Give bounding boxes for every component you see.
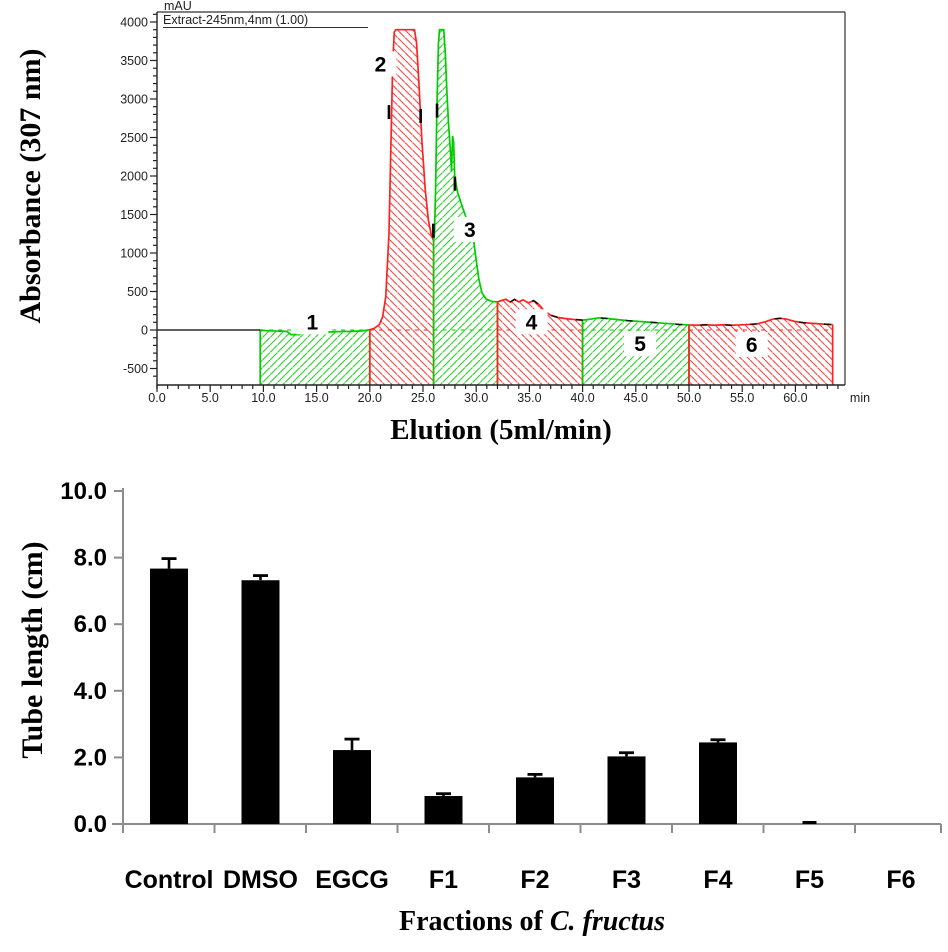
fraction-label-box-2	[364, 51, 397, 77]
chromatogram-y-tick-500: 500	[127, 285, 148, 299]
chromatogram-x-tick-0.0: 0.0	[148, 391, 165, 405]
fraction-curve-4	[497, 298, 583, 321]
fraction-region-1	[260, 329, 370, 385]
chromatogram-x-tick-30.0: 30.0	[464, 391, 488, 405]
chromatogram-plot: 1 2 3 4 5 6 4000 3500 3000 2500 2000 1500 1000 500 0 -5…	[120, 11, 870, 405]
chromatogram-y-tick-4000: 4000	[120, 16, 148, 30]
fraction-label-box-6	[735, 332, 768, 358]
fraction-curve-2	[369, 28, 435, 331]
chromatogram-y-tick-1500: 1500	[120, 208, 148, 222]
bar-chart-x-axis-title-prefix: Fractions of	[398, 906, 550, 937]
bar-F3	[607, 756, 646, 824]
chromatogram-x-tick-55.0: 55.0	[730, 391, 754, 405]
chromatogram-y-tick-0: 0	[141, 324, 148, 338]
chromatogram-x-tick-40.0: 40.0	[570, 391, 594, 405]
fraction-label-5: 5	[634, 333, 646, 356]
bar-y-tick-10.0: 10.0	[60, 478, 107, 505]
fraction-label-box-3	[453, 216, 486, 242]
bar-category-label-F5: F5	[795, 866, 824, 894]
chromatogram-y-tick-3500: 3500	[120, 54, 148, 68]
bar-y-tick-2.0: 2.0	[74, 744, 107, 771]
bar-category-label-Control: Control	[125, 866, 214, 894]
bar-y-tick-4.0: 4.0	[74, 678, 107, 705]
chromatogram-x-unit-label: min	[850, 391, 870, 405]
bar-chart-plot: 10.0 8.0 6.0 4.0 2.0 0.0 Control DMSO EGCG F1 F2 F3…	[60, 478, 942, 894]
chromatogram-y-tick-2000: 2000	[120, 170, 148, 184]
bar-Control	[150, 568, 188, 824]
chromatogram-unit-label: mAU	[164, 0, 192, 13]
chromatogram-x-tick-35.0: 35.0	[517, 391, 541, 405]
bar-F1	[424, 796, 463, 824]
bar-category-label-F2: F2	[520, 866, 549, 894]
fraction-label-box-4	[515, 309, 548, 335]
bar-category-label-DMSO: DMSO	[223, 866, 298, 894]
fraction-region-3	[433, 29, 498, 385]
chromatogram-x-tick-10.0: 10.0	[251, 391, 275, 405]
fraction-curve-5	[582, 316, 690, 326]
fraction-label-box-1	[296, 309, 329, 335]
chromatogram-y-axis-title: Absorbance (307 nm)	[14, 48, 47, 324]
bar-F2	[516, 777, 554, 824]
chromatogram-y-tick-2500: 2500	[120, 131, 148, 145]
fraction-label-box-5	[624, 331, 657, 357]
fraction-label-3: 3	[464, 219, 476, 242]
fraction-label-1: 1	[307, 311, 319, 334]
bar-chart-y-axis-title: Tube length (cm)	[16, 541, 49, 759]
chromatogram-x-tick-60.0: 60.0	[783, 391, 807, 405]
bar-EGCG	[333, 750, 371, 824]
bar-F5	[802, 821, 817, 824]
chromatogram-x-axis-title: Elution (5ml/min)	[390, 414, 612, 446]
chromatogram-x-tick-5.0: 5.0	[202, 391, 219, 405]
fraction-curve-6	[688, 317, 833, 327]
fraction-label-4: 4	[526, 311, 538, 334]
bar-y-tick-6.0: 6.0	[74, 611, 107, 638]
chromatogram-y-tick-1000: 1000	[120, 247, 148, 261]
chromatogram-x-tick-25.0: 25.0	[411, 391, 435, 405]
bar-F4	[699, 742, 737, 824]
chromatogram-x-tick-15.0: 15.0	[304, 391, 328, 405]
bar-category-label-F6: F6	[886, 866, 915, 894]
fraction-region-2	[369, 29, 434, 385]
chromatogram-y-tick-3000: 3000	[120, 93, 148, 107]
bar-chart-x-axis-title-species: C. fructus	[549, 906, 665, 937]
bar-y-tick-8.0: 8.0	[74, 545, 107, 572]
chromatogram-x-tick-20.0: 20.0	[358, 391, 382, 405]
fraction-label-2: 2	[375, 53, 387, 76]
bar-DMSO	[241, 580, 280, 824]
bar-category-label-F4: F4	[703, 866, 732, 894]
chromatogram-trace-label: Extract-245nm,4nm (1.00)	[163, 13, 369, 28]
chromatogram-x-tick-45.0: 45.0	[624, 391, 648, 405]
bar-category-label-F1: F1	[429, 866, 458, 894]
fraction-label-6: 6	[746, 334, 758, 357]
fraction-curve-3	[432, 28, 498, 303]
bar-chart-x-axis-title: Fractions of C. fructus	[123, 906, 941, 938]
chromatogram-x-tick-50.0: 50.0	[677, 391, 701, 405]
chromatogram-y-tick--500: -500	[123, 362, 148, 376]
bar-category-label-EGCG: EGCG	[315, 866, 389, 894]
bar-y-tick-0.0: 0.0	[74, 811, 107, 838]
bar-category-label-F3: F3	[612, 866, 641, 894]
